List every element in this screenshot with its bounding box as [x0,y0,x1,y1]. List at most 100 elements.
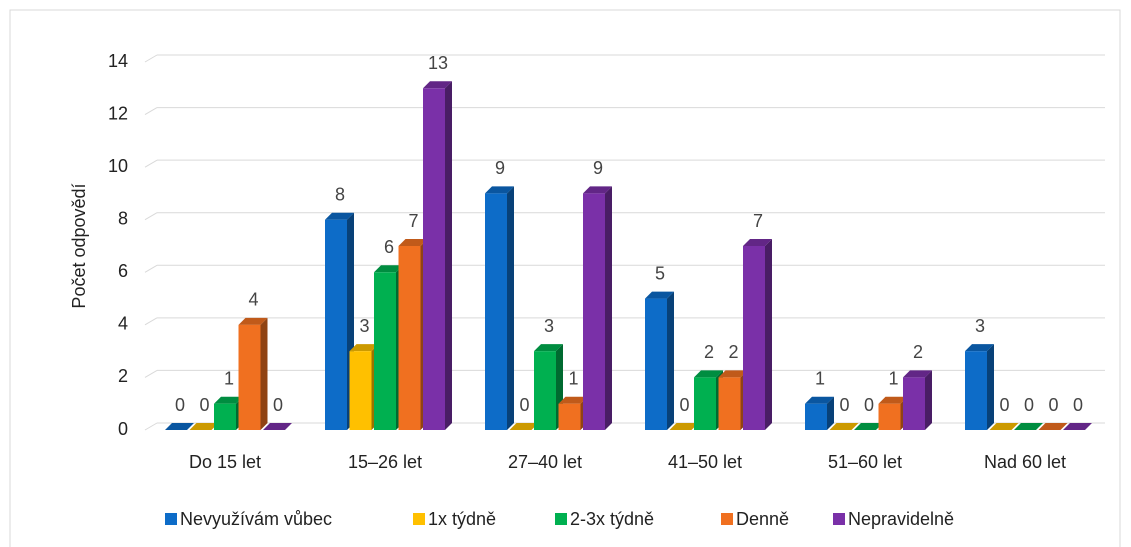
bar-side [260,317,268,430]
y-tick-label: 2 [118,366,128,386]
value-label: 6 [384,237,394,257]
bar-top [718,370,748,378]
y-tick-label: 4 [118,314,128,334]
value-label: 0 [519,395,529,415]
legend-label: Denně [736,509,789,529]
bar-top [558,396,588,404]
bar [214,403,236,430]
value-label: 0 [679,395,689,415]
grid-line [144,159,158,168]
bar [485,193,507,430]
value-label: 0 [999,395,1009,415]
bar-top [374,265,403,273]
bar-top [878,396,908,404]
x-tick-label: Do 15 let [189,452,261,472]
bar-top [989,423,1019,430]
bar-top [903,370,932,378]
value-label: 7 [408,211,418,231]
bar-side [667,291,674,430]
bar-top [534,344,563,352]
bar [965,351,987,430]
grid-line [144,369,158,378]
bar-side [827,396,834,430]
bar [743,246,765,430]
value-label: 1 [568,368,578,388]
bar-side [605,186,612,430]
value-label: 9 [495,158,505,178]
value-label: 3 [975,316,985,336]
x-tick-label: 41–50 let [668,452,742,472]
bar-top [423,81,452,89]
value-label: 13 [428,53,448,73]
bar [805,403,827,430]
value-label: 5 [655,263,665,283]
bar [398,246,421,430]
grid-line [144,264,158,273]
bar-top [805,396,834,404]
bar-top [1038,423,1068,430]
bar-top [669,423,699,430]
bar-top [509,423,539,430]
bar-top [1014,423,1043,430]
value-label: 2 [913,342,923,362]
x-tick-label: 27–40 let [508,452,582,472]
bar [718,377,741,430]
value-label: 8 [335,184,345,204]
bar-top [694,370,723,378]
grid-line [144,317,158,326]
grid-line [144,107,158,116]
bar-top [485,186,514,194]
bar [694,377,716,430]
legend-label: 1x týdně [428,509,496,529]
legend-swatch [165,513,177,525]
grid-line [144,54,158,63]
bar [903,377,925,430]
y-tick-label: 10 [108,156,128,176]
bar [645,298,667,430]
value-label: 4 [248,290,258,310]
bar [534,351,556,430]
bar [878,403,901,430]
value-label: 1 [224,368,234,388]
bar-top [965,344,994,352]
bar-side [925,370,932,430]
bar [238,324,261,430]
legend-swatch [555,513,567,525]
x-tick-label: 15–26 let [348,452,422,472]
value-label: 0 [1073,395,1083,415]
y-tick-label: 8 [118,208,128,228]
y-tick-label: 12 [108,103,128,123]
value-label: 0 [839,395,849,415]
x-tick-label: 51–60 let [828,452,902,472]
y-tick-label: 6 [118,261,128,281]
bar-side [765,239,772,430]
bar-top [645,291,674,299]
value-label: 9 [593,158,603,178]
legend-label: 2-3x týdně [570,509,654,529]
legend-swatch [833,513,845,525]
legend-label: Nepravidelně [848,509,954,529]
chart-frame [9,9,1121,547]
bar-side [445,81,452,431]
bar-side [987,344,994,430]
value-label: 0 [175,395,185,415]
bar-top [238,317,268,325]
bar-top [349,344,379,352]
bar-top [398,239,428,246]
bar-top [854,423,883,430]
value-label: 7 [753,211,763,231]
bar [583,193,605,430]
bar [374,272,396,430]
bar-top [189,423,219,430]
y-tick-label: 14 [108,51,128,71]
value-label: 2 [704,342,714,362]
grid-line [144,212,158,221]
bar-top [165,423,194,430]
y-tick-label: 0 [118,419,128,439]
value-label: 0 [273,395,283,415]
value-label: 0 [864,395,874,415]
value-label: 2 [728,342,738,362]
bar [423,88,445,431]
bar-top [1063,423,1092,430]
